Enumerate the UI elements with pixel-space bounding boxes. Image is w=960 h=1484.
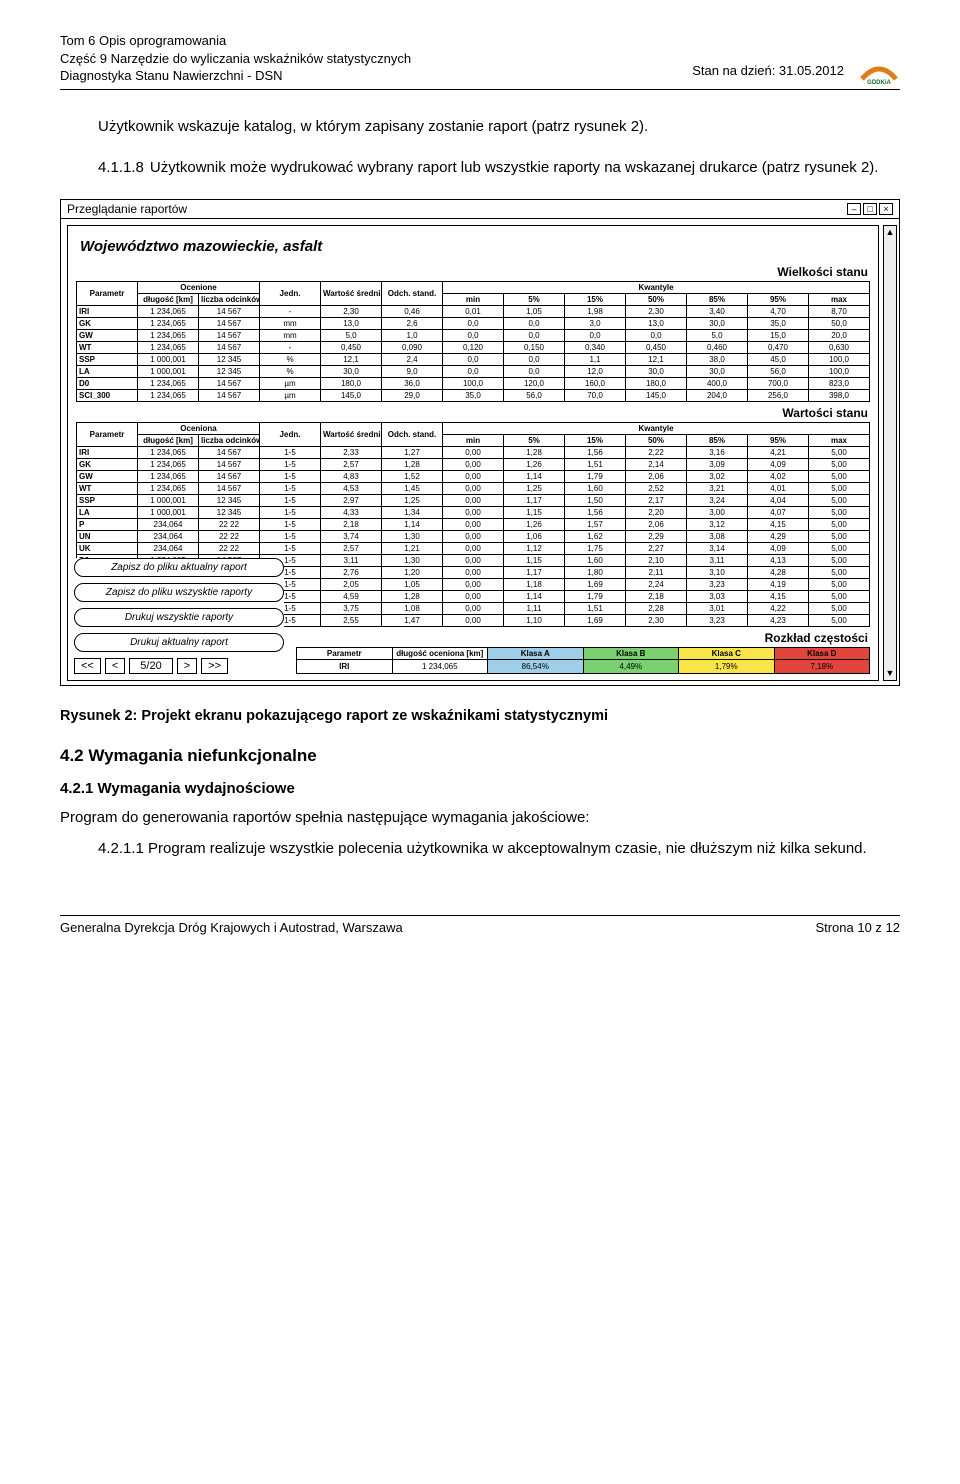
table-row: LA1 000,00112 3451-54,331,340,001,151,56… [77,507,870,519]
header-right: Stan na dzień: 31.05.2012 GDDKiA [692,57,900,85]
print-current-button[interactable]: Drukuj aktualny raport [74,633,284,652]
gddkia-logo: GDDKiA [858,57,900,85]
section-wartosci: Wartości stanu [76,406,868,420]
table-row: UK234,06422 221-52,571,210,001,121,752,2… [77,543,870,555]
close-button[interactable]: × [879,203,893,215]
table-wielkosci: Parametr Ocenione Jedn. Wartość średnia … [76,281,870,402]
header-line1: Tom 6 Opis oprogramowania [60,32,411,50]
para-4-2-1: Program do generowania raportów spełnia … [60,807,900,828]
table-row: IRI1 234,06514 5671-52,331,270,001,281,5… [77,447,870,459]
table-row: GK1 234,06514 5671-52,571,280,001,261,51… [77,459,870,471]
header-line3: Diagnostyka Stanu Nawierzchni - DSN [60,67,411,85]
pager-prev[interactable]: < [105,658,125,674]
report-canvas: Województwo mazowieckie, asfalt Wielkośc… [67,225,879,681]
table-row: SSP1 000,00112 3451-52,971,250,001,171,5… [77,495,870,507]
minimize-button[interactable]: – [847,203,861,215]
header-date: Stan na dzień: 31.05.2012 [692,63,844,78]
pager-first[interactable]: << [74,658,101,674]
pager-display: 5/20 [129,658,172,674]
window-title: Przeglądanie raportów [67,202,187,216]
table-row: GW1 234,06514 5671-54,831,520,001,141,79… [77,471,870,483]
page-footer: Generalna Dyrekcja Dróg Krajowych i Auto… [60,915,900,935]
maximize-button[interactable]: □ [863,203,877,215]
heading-4-2: 4.2 Wymagania niefunkcjonalne [60,746,900,766]
report-window: Przeglądanie raportów – □ × Województwo … [60,199,900,686]
header-left: Tom 6 Opis oprogramowania Część 9 Narzęd… [60,32,411,85]
table-row: GK1 234,06514 567mm13,02,60,00,03,013,03… [77,318,870,330]
heading-4-2-1: 4.2.1 Wymagania wydajnościowe [60,780,900,797]
side-panel: Zapisz do pliku aktualny raport Zapisz d… [74,558,284,674]
pager-next[interactable]: > [177,658,197,674]
table-row: WT1 234,06514 567-0,4500,0900,1200,1500,… [77,342,870,354]
footer-left: Generalna Dyrekcja Dróg Krajowych i Auto… [60,920,403,935]
scroll-up-icon[interactable]: ▲ [886,228,895,237]
scroll-down-icon[interactable]: ▼ [886,669,895,678]
table-row: IRI1 234,06514 567-2,300,460,011,051,982… [77,306,870,318]
table-row: WT1 234,06514 5671-54,531,450,001,251,60… [77,483,870,495]
table-row: UN234,06422 221-53,741,300,001,061,622,2… [77,531,870,543]
report-title: Województwo mazowieckie, asfalt [80,238,870,255]
item-4-2-1-1: 4.2.1.1 Program realizuje wszystkie pole… [98,838,900,859]
window-titlebar: Przeglądanie raportów – □ × [61,200,899,219]
pager-last[interactable]: >> [201,658,228,674]
table-row: GW1 234,06514 567mm5,01,00,00,00,00,05,0… [77,330,870,342]
window-controls: – □ × [847,203,893,215]
table-rozklad: Parametrdługość oceniona [km]Klasa AKlas… [296,647,870,674]
body-para-2: 4.1.1.8Użytkownik może wydrukować wybran… [98,157,900,179]
save-current-button[interactable]: Zapisz do pliku aktualny raport [74,558,284,577]
table-row: LA1 000,00112 345%30,09,00,00,012,030,03… [77,366,870,378]
figure-caption: Rysunek 2: Projekt ekranu pokazującego r… [60,708,900,724]
header-line2: Część 9 Narzędzie do wyliczania wskaźnik… [60,50,411,68]
save-all-button[interactable]: Zapisz do pliku wszysktie raporty [74,583,284,602]
section-wielkosci: Wielkości stanu [76,265,868,279]
footer-right: Strona 10 z 12 [815,920,900,935]
pager: << < 5/20 > >> [74,658,284,674]
table-row: SCI_3001 234,06514 567µm145,029,035,056,… [77,390,870,402]
body-para-1: Użytkownik wskazuje katalog, w którym za… [98,116,900,138]
table-row: D01 234,06514 567µm180,036,0100,0120,016… [77,378,870,390]
table-row: P234,06422 221-52,181,140,001,261,572,06… [77,519,870,531]
page-header: Tom 6 Opis oprogramowania Część 9 Narzęd… [60,32,900,90]
print-all-button[interactable]: Drukuj wszysktie raporty [74,608,284,627]
table-row: SSP1 000,00112 345%12,12,40,00,01,112,13… [77,354,870,366]
svg-text:GDDKiA: GDDKiA [867,80,891,85]
report-scrollbar[interactable]: ▲ ▼ [883,225,897,681]
